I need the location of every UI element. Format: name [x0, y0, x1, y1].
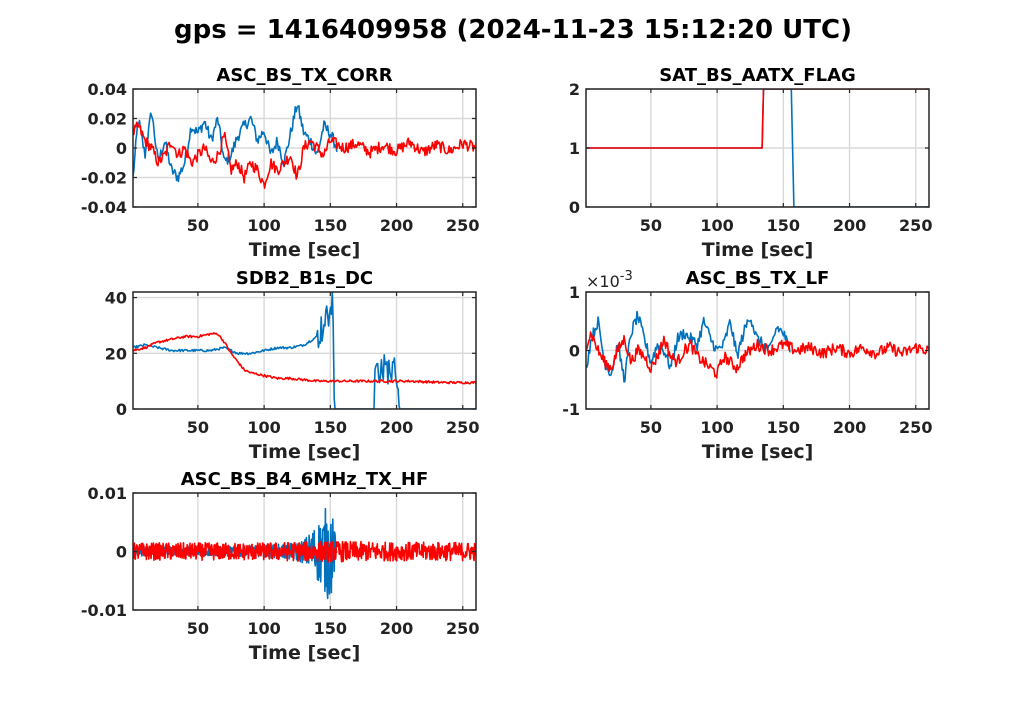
x-tick-label: 100 — [247, 619, 280, 638]
x-tick-label: 150 — [314, 216, 347, 235]
x-axis-label: Time [sec] — [249, 239, 361, 261]
y-tick-label: 40 — [105, 289, 127, 308]
x-axis-label: Time [sec] — [702, 441, 814, 463]
x-tick-label: 150 — [767, 418, 800, 437]
subplot-title: ASC_BS_TX_LF — [686, 268, 830, 289]
x-axis-label: Time [sec] — [249, 441, 361, 463]
x-tick-label: 100 — [247, 216, 280, 235]
x-tick-label: 150 — [767, 216, 800, 235]
x-tick-label: 150 — [314, 619, 347, 638]
series-line-1 — [586, 310, 791, 383]
subplot-sat-bs-aatx-flag: 50 100 150 200 250 0 1 2 SAT_BS_AATX_FLAG Time [s… — [569, 65, 933, 261]
series-line-2 — [133, 332, 476, 385]
y-tick-label: 0 — [569, 342, 580, 361]
x-tick-label: 250 — [446, 216, 479, 235]
axes-frame — [132, 291, 477, 410]
x-tick-label: 50 — [187, 418, 209, 437]
y-tick-label: -0.02 — [81, 169, 127, 188]
x-tick-label: 50 — [187, 619, 209, 638]
x-axis-label: Time [sec] — [249, 642, 361, 664]
x-tick-label: 50 — [640, 418, 662, 437]
y-tick-label: 0 — [116, 400, 127, 419]
y-tick-label: 1 — [569, 139, 580, 158]
series-line-2 — [133, 540, 476, 563]
y-tick-label: 0 — [116, 543, 127, 562]
subplot-sdb2-b1s-dc: 50 100 150 200 250 0 20 40 SDB2_B1s_DC Time [sec] — [105, 268, 480, 463]
y-tick-label: -0.01 — [81, 601, 127, 620]
x-tick-label: 250 — [446, 619, 479, 638]
series-line-2 — [133, 121, 476, 189]
x-tick-label: 150 — [314, 418, 347, 437]
y-exponent-label: ×10-3 — [586, 269, 633, 291]
y-tick-label: 0 — [116, 139, 127, 158]
x-tick-label: 250 — [899, 418, 932, 437]
x-tick-label: 200 — [833, 418, 866, 437]
subplot-asc-bs-tx-lf: 50 100 150 200 250 -1 0 1 ASC_BS_TX_LF ×10-3 Time … — [562, 268, 932, 463]
series-line-1 — [133, 292, 476, 409]
x-tick-label: 100 — [247, 418, 280, 437]
y-tick-label: -0.04 — [81, 198, 127, 217]
subplot-title: ASC_BS_TX_CORR — [216, 65, 392, 86]
x-tick-label: 200 — [380, 619, 413, 638]
subplot-title: SAT_BS_AATX_FLAG — [659, 65, 856, 86]
subplot-asc-bs-b4-6mhz-tx-hf: 50 100 150 200 250 -0.01 0 0.01 ASC_BS_B4_6MHz_T… — [81, 469, 480, 664]
subplot-asc-bs-tx-corr: 50 100 150 200 250 -0.04 -0.02 0 0.02 0.04 ASC_BS_… — [81, 65, 480, 261]
y-tick-label: 0.01 — [88, 484, 127, 503]
x-tick-label: 50 — [640, 216, 662, 235]
series-line-2 — [586, 89, 929, 149]
subplot-title: SDB2_B1s_DC — [236, 268, 373, 289]
y-tick-label: 20 — [105, 344, 127, 363]
x-tick-label: 250 — [446, 418, 479, 437]
subplot-title: ASC_BS_B4_6MHz_TX_HF — [181, 469, 429, 490]
x-tick-label: 200 — [380, 216, 413, 235]
x-tick-label: 100 — [700, 418, 733, 437]
x-tick-label: 200 — [833, 216, 866, 235]
y-tick-label: -1 — [562, 400, 580, 419]
x-tick-label: 200 — [380, 418, 413, 437]
y-tick-label: 0.04 — [88, 80, 127, 99]
x-tick-label: 50 — [187, 216, 209, 235]
series-line-2 — [586, 331, 929, 379]
y-tick-label: 0 — [569, 198, 580, 217]
y-tick-label: 0.02 — [88, 110, 127, 129]
x-tick-label: 250 — [899, 216, 932, 235]
y-tick-label: 1 — [569, 283, 580, 302]
figure-title: gps = 1416409958 (2024-11-23 15:12:20 UT… — [174, 15, 852, 45]
x-axis-label: Time [sec] — [702, 239, 814, 261]
y-tick-label: 2 — [569, 80, 580, 99]
x-tick-label: 100 — [700, 216, 733, 235]
